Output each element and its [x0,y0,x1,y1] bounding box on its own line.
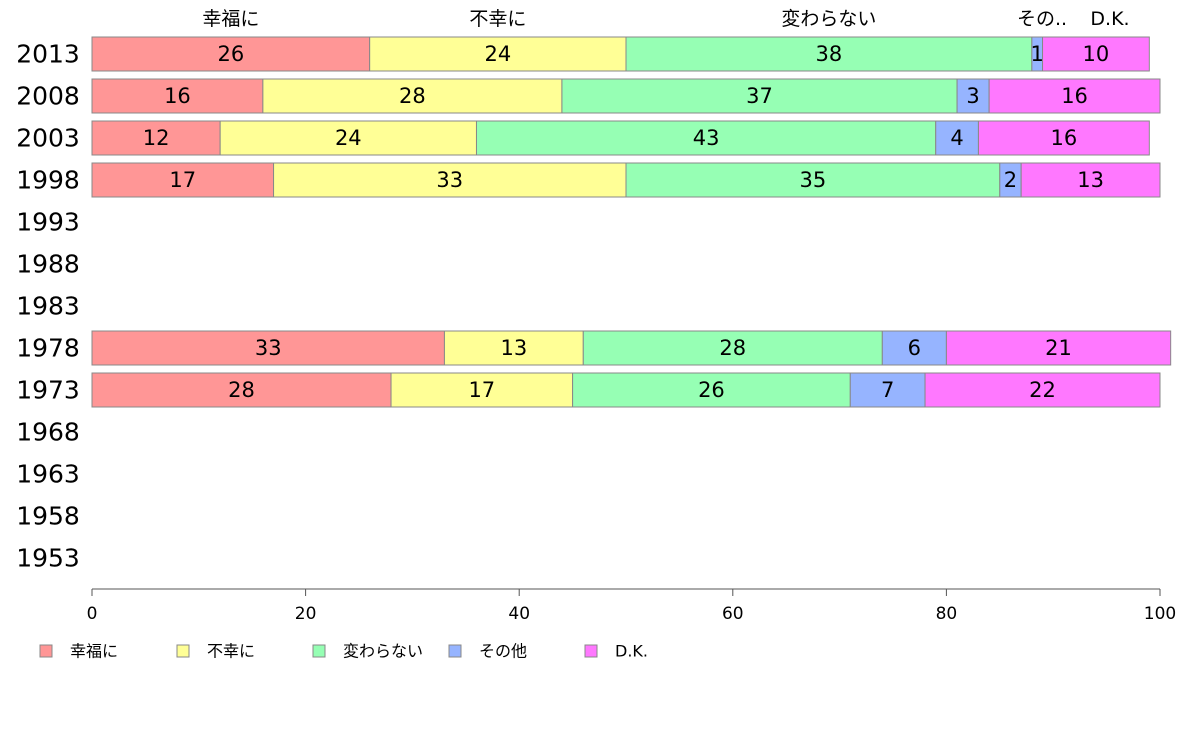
bar-2013-3 [625,36,1033,72]
bar-value-label-2013-5: 10 [1083,42,1110,66]
year-label-1978: 1978 [16,334,80,363]
bar-value-label-1978-5: 21 [1045,336,1072,360]
year-label-1973: 1973 [16,376,80,405]
bar-2013-2 [369,36,627,72]
legend-swatch-1 [39,644,53,658]
top-label-1: 幸福に [202,8,259,30]
x-tick-label-80: 80 [936,604,958,624]
x-tick-label-100: 100 [1144,604,1176,624]
bar-value-label-2003-1: 12 [143,126,170,150]
bar-value-label-1978-4: 6 [908,336,921,360]
bar-2008-1 [91,78,264,114]
bar-1978-5 [945,330,1172,366]
bar-2003-2 [219,120,477,156]
bar-value-label-2013-2: 24 [484,42,511,66]
top-series-labels: 幸福に 不幸に 変わらない その.. D.K. [202,8,1129,30]
bar-value-label-1973-5: 22 [1029,378,1056,402]
year-label-1998: 1998 [16,166,80,195]
x-tick-label-60: 60 [722,604,744,624]
bar-value-label-1973-1: 28 [228,378,255,402]
bar-value-label-2013-1: 26 [217,42,244,66]
bar-value-label-1978-3: 28 [719,336,746,360]
bar-value-label-1998-1: 17 [169,168,196,192]
bar-2008-3 [561,78,958,114]
legend-label-4: その他 [479,642,527,661]
bar-value-label-2008-1: 16 [164,84,191,108]
bar-value-label-2008-2: 28 [399,84,426,108]
bar-value-label-1998-3: 35 [800,168,827,192]
bar-value-label-2003-4: 4 [950,126,963,150]
bar-2013-1 [91,36,371,72]
legend-swatch-5 [584,644,598,658]
legend-label-1: 幸福に [70,642,118,661]
legend-swatch-3 [312,644,326,658]
bar-value-label-1978-2: 13 [500,336,527,360]
bar-value-label-2013-4: 1 [1030,42,1043,66]
bar-value-label-1973-3: 26 [698,378,725,402]
bar-value-label-2013-3: 38 [816,42,843,66]
bar-2008-5 [988,78,1161,114]
bar-2003-5 [977,120,1150,156]
top-label-5: D.K. [1090,8,1129,30]
bar-value-label-1998-2: 33 [436,168,463,192]
legend-label-3: 変わらない [343,642,423,661]
year-axis-labels: 2013 2008 2003 1998 1993 1988 1983 1978 1973 1968… [16,40,80,573]
bar-2003-1 [91,120,221,156]
bar-value-label-1973-2: 17 [468,378,495,402]
top-label-4: その.. [1017,8,1067,30]
bar-1978-2 [443,330,584,366]
bar-1973-4 [849,372,926,408]
bar-value-label-1998-5: 13 [1077,168,1104,192]
x-axis: 0 20 40 60 80 100 [87,588,1176,624]
year-label-2003: 2003 [16,124,80,153]
bar-1978-1 [91,330,445,366]
year-label-1953: 1953 [16,544,80,573]
bar-2003-4 [935,120,979,156]
bar-1973-3 [572,372,851,408]
bar-value-label-1998-4: 2 [1004,168,1017,192]
legend-swatch-4 [448,644,462,658]
bar-1978-4 [881,330,947,366]
bar-value-label-2008-5: 16 [1061,84,1088,108]
x-tick-label-40: 40 [508,604,530,624]
year-label-1963: 1963 [16,460,80,489]
year-label-2008: 2008 [16,82,80,111]
bar-value-label-2008-3: 37 [746,84,773,108]
year-label-1988: 1988 [16,250,80,279]
legend: 幸福に 不幸に 変わらない その他 D.K. [39,642,648,661]
top-label-2: 不幸に [469,8,526,30]
bar-1973-2 [390,372,574,408]
legend-swatch-2 [176,644,190,658]
bar-2008-4 [956,78,990,114]
x-tick-label-0: 0 [87,604,98,624]
year-label-2013: 2013 [16,40,80,69]
year-label-1968: 1968 [16,418,80,447]
bar-1998-1 [91,162,275,198]
bar-value-label-1973-4: 7 [881,378,894,402]
bar-2013-5 [1042,36,1150,72]
year-label-1983: 1983 [16,292,80,321]
bar-value-label-1978-1: 33 [255,336,282,360]
bar-2008-2 [262,78,563,114]
bar-1973-5 [924,372,1161,408]
bar-value-label-2003-3: 43 [693,126,720,150]
bar-value-label-2003-2: 24 [335,126,362,150]
bar-value-label-2008-4: 3 [966,84,979,108]
legend-label-5: D.K. [615,642,648,661]
year-label-1993: 1993 [16,208,80,237]
x-tick-label-20: 20 [295,604,317,624]
year-label-1958: 1958 [16,502,80,531]
bar-1998-5 [1020,162,1161,198]
bars-group: 26 24 38 1 10 16 28 37 3 16 12 24 43 4 16 17 33 35 2 13 33 13… [91,36,1172,408]
bar-2003-3 [475,120,937,156]
bar-1973-1 [91,372,392,408]
bar-value-label-2003-5: 16 [1051,126,1078,150]
top-label-3: 変わらない [781,8,876,30]
legend-label-2: 不幸に [207,642,255,661]
